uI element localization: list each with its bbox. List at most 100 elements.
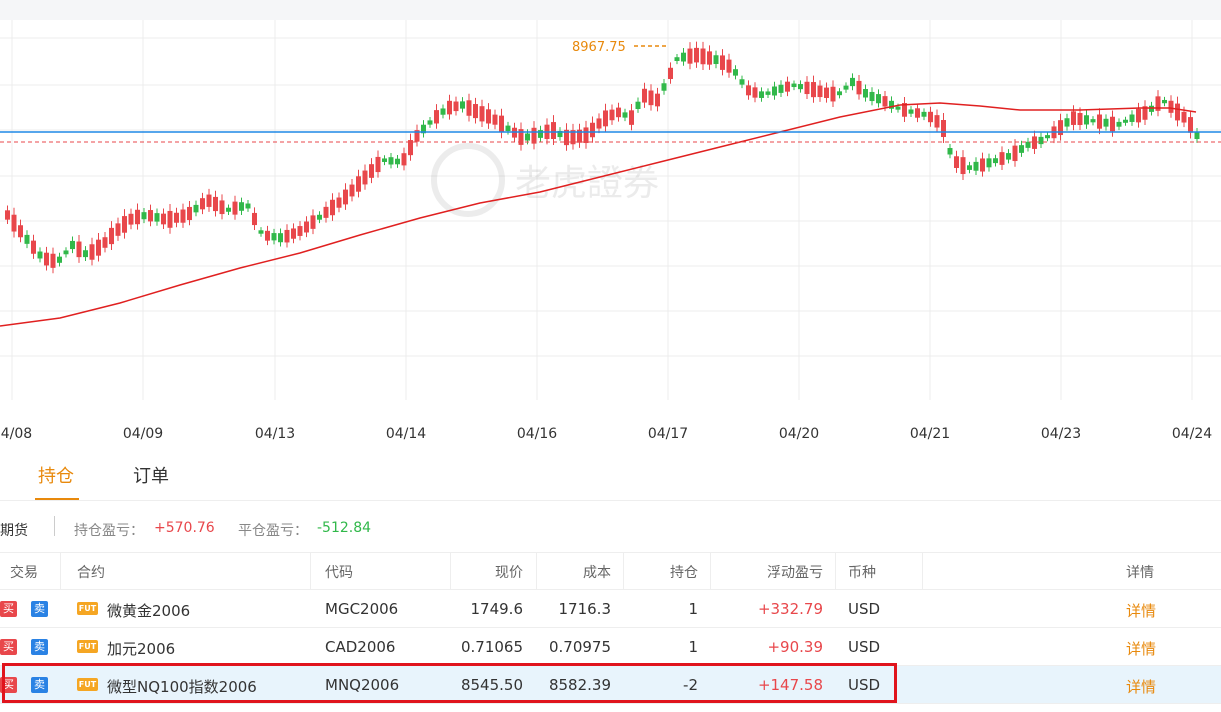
x-axis-label: 04/09: [123, 426, 163, 442]
candle-body: [681, 52, 686, 62]
buy-button[interactable]: 买: [0, 639, 17, 655]
candle-body: [622, 112, 628, 118]
candle-body: [161, 213, 166, 225]
candle-body: [317, 214, 322, 220]
candle-body: [1071, 111, 1076, 125]
candle-body: [583, 127, 589, 144]
candle-body: [986, 158, 992, 168]
candle-body: [200, 198, 205, 210]
current-price: 0.71065: [460, 638, 523, 656]
candle-body: [960, 157, 966, 175]
currency: USD: [848, 676, 881, 694]
candle-body: [668, 67, 673, 80]
candle-body: [11, 214, 17, 232]
buy-button[interactable]: 买: [0, 677, 17, 693]
x-axis-label: 04/17: [648, 426, 688, 442]
details-link[interactable]: 详情: [1126, 678, 1157, 696]
candle-body: [70, 240, 75, 250]
position-qty: -2: [683, 676, 698, 694]
candle-body: [31, 240, 36, 254]
header-contract: 合约: [77, 565, 105, 581]
holding-pnl-value: +570.76: [154, 520, 215, 536]
candle-body: [759, 91, 764, 98]
contract-code: MGC2006: [325, 600, 399, 618]
candle-body: [843, 85, 849, 90]
candle-body: [772, 86, 777, 96]
candle-body: [895, 106, 901, 110]
candle-body: [5, 210, 10, 220]
candle-body: [460, 101, 465, 109]
candle-body: [297, 226, 303, 236]
candle-body: [323, 206, 329, 218]
candle-body: [174, 212, 179, 223]
candle-body: [24, 234, 30, 244]
candle-body: [1077, 112, 1083, 126]
candle-body: [1194, 132, 1200, 140]
sell-button[interactable]: 卖: [31, 639, 48, 655]
candle-body: [590, 122, 595, 138]
tab-bar: 持仓 订单: [0, 450, 1221, 501]
candle-body: [226, 207, 231, 212]
sell-button[interactable]: 卖: [31, 601, 48, 617]
x-axis-label: 04/14: [386, 426, 426, 442]
candle-body: [362, 170, 368, 185]
moving-average-line: [0, 102, 1197, 327]
buy-button[interactable]: 买: [0, 601, 17, 617]
candle-body: [349, 184, 355, 197]
candle-body: [466, 100, 472, 116]
candle-body: [284, 229, 290, 243]
table-row[interactable]: 买卖 FUT 加元2006 CAD2006 0.71065 0.70975 1 +90.39 U…: [0, 628, 1221, 666]
candle-body: [1155, 96, 1161, 111]
candle-body: [1019, 145, 1024, 153]
pnl-summary: 期货 持仓盈亏： +570.76 平仓盈亏： -512.84: [0, 500, 1221, 553]
candle-body: [908, 109, 914, 114]
candle-body: [102, 237, 108, 248]
candle-body: [141, 212, 147, 220]
candle-body: [1188, 117, 1193, 133]
x-axis-labels: 04/08 04/09 04/13 04/14 04/16 04/17 04/20 04/21…: [0, 426, 1212, 442]
candle-body: [564, 129, 569, 146]
candle-body: [1006, 153, 1011, 160]
candle-body: [18, 225, 23, 238]
candle-body: [999, 152, 1005, 165]
x-axis-label: 04/08: [0, 426, 32, 442]
header-float-pnl: 浮动盈亏: [767, 565, 823, 581]
header-position: 持仓: [670, 565, 698, 581]
candlestick-chart[interactable]: 老虎證券 8967.75 04/0804/0904/1304/1404/1604…: [0, 0, 1221, 450]
float-pnl: +332.79: [757, 600, 823, 618]
candle-body: [993, 158, 998, 164]
candle-body: [479, 106, 485, 122]
candle-body: [921, 111, 927, 117]
candle-body: [1058, 120, 1063, 136]
candle-body: [427, 120, 433, 125]
sell-button[interactable]: 卖: [31, 677, 48, 693]
closed-pnl-label: 平仓盈亏：: [238, 523, 308, 539]
x-axis-label: 04/20: [779, 426, 819, 442]
candle-body: [551, 122, 556, 140]
candle-body: [739, 79, 745, 85]
candle-body: [973, 161, 979, 171]
candle-body: [434, 110, 439, 124]
table-row[interactable]: 买卖 FUT 微型NQ100指数2006 MNQ2006 8545.50 8582.39 -…: [0, 666, 1221, 704]
tab-orders[interactable]: 订单: [133, 466, 169, 487]
candle-body: [369, 164, 374, 178]
table-row[interactable]: 买卖 FUT 微黄金2006 MGC2006 1749.6 1716.3 1 +332.79 U…: [0, 590, 1221, 628]
candle-body: [187, 206, 192, 221]
candle-body: [629, 110, 634, 125]
candle-body: [310, 215, 316, 229]
candle-body: [401, 153, 407, 166]
candle-body: [791, 83, 797, 88]
x-axis-label: 04/23: [1041, 426, 1081, 442]
details-link[interactable]: 详情: [1126, 640, 1157, 658]
candle-body: [525, 133, 530, 141]
candle-body: [505, 125, 511, 132]
details-link[interactable]: 详情: [1126, 602, 1157, 620]
candle-body: [609, 109, 615, 121]
candle-body: [492, 114, 498, 125]
candle-body: [694, 47, 699, 63]
candle-body: [1136, 108, 1141, 123]
tab-positions[interactable]: 持仓: [38, 466, 74, 487]
candle-body: [96, 239, 101, 256]
candle-body: [538, 130, 543, 138]
watermark: 老虎證券: [431, 143, 659, 217]
